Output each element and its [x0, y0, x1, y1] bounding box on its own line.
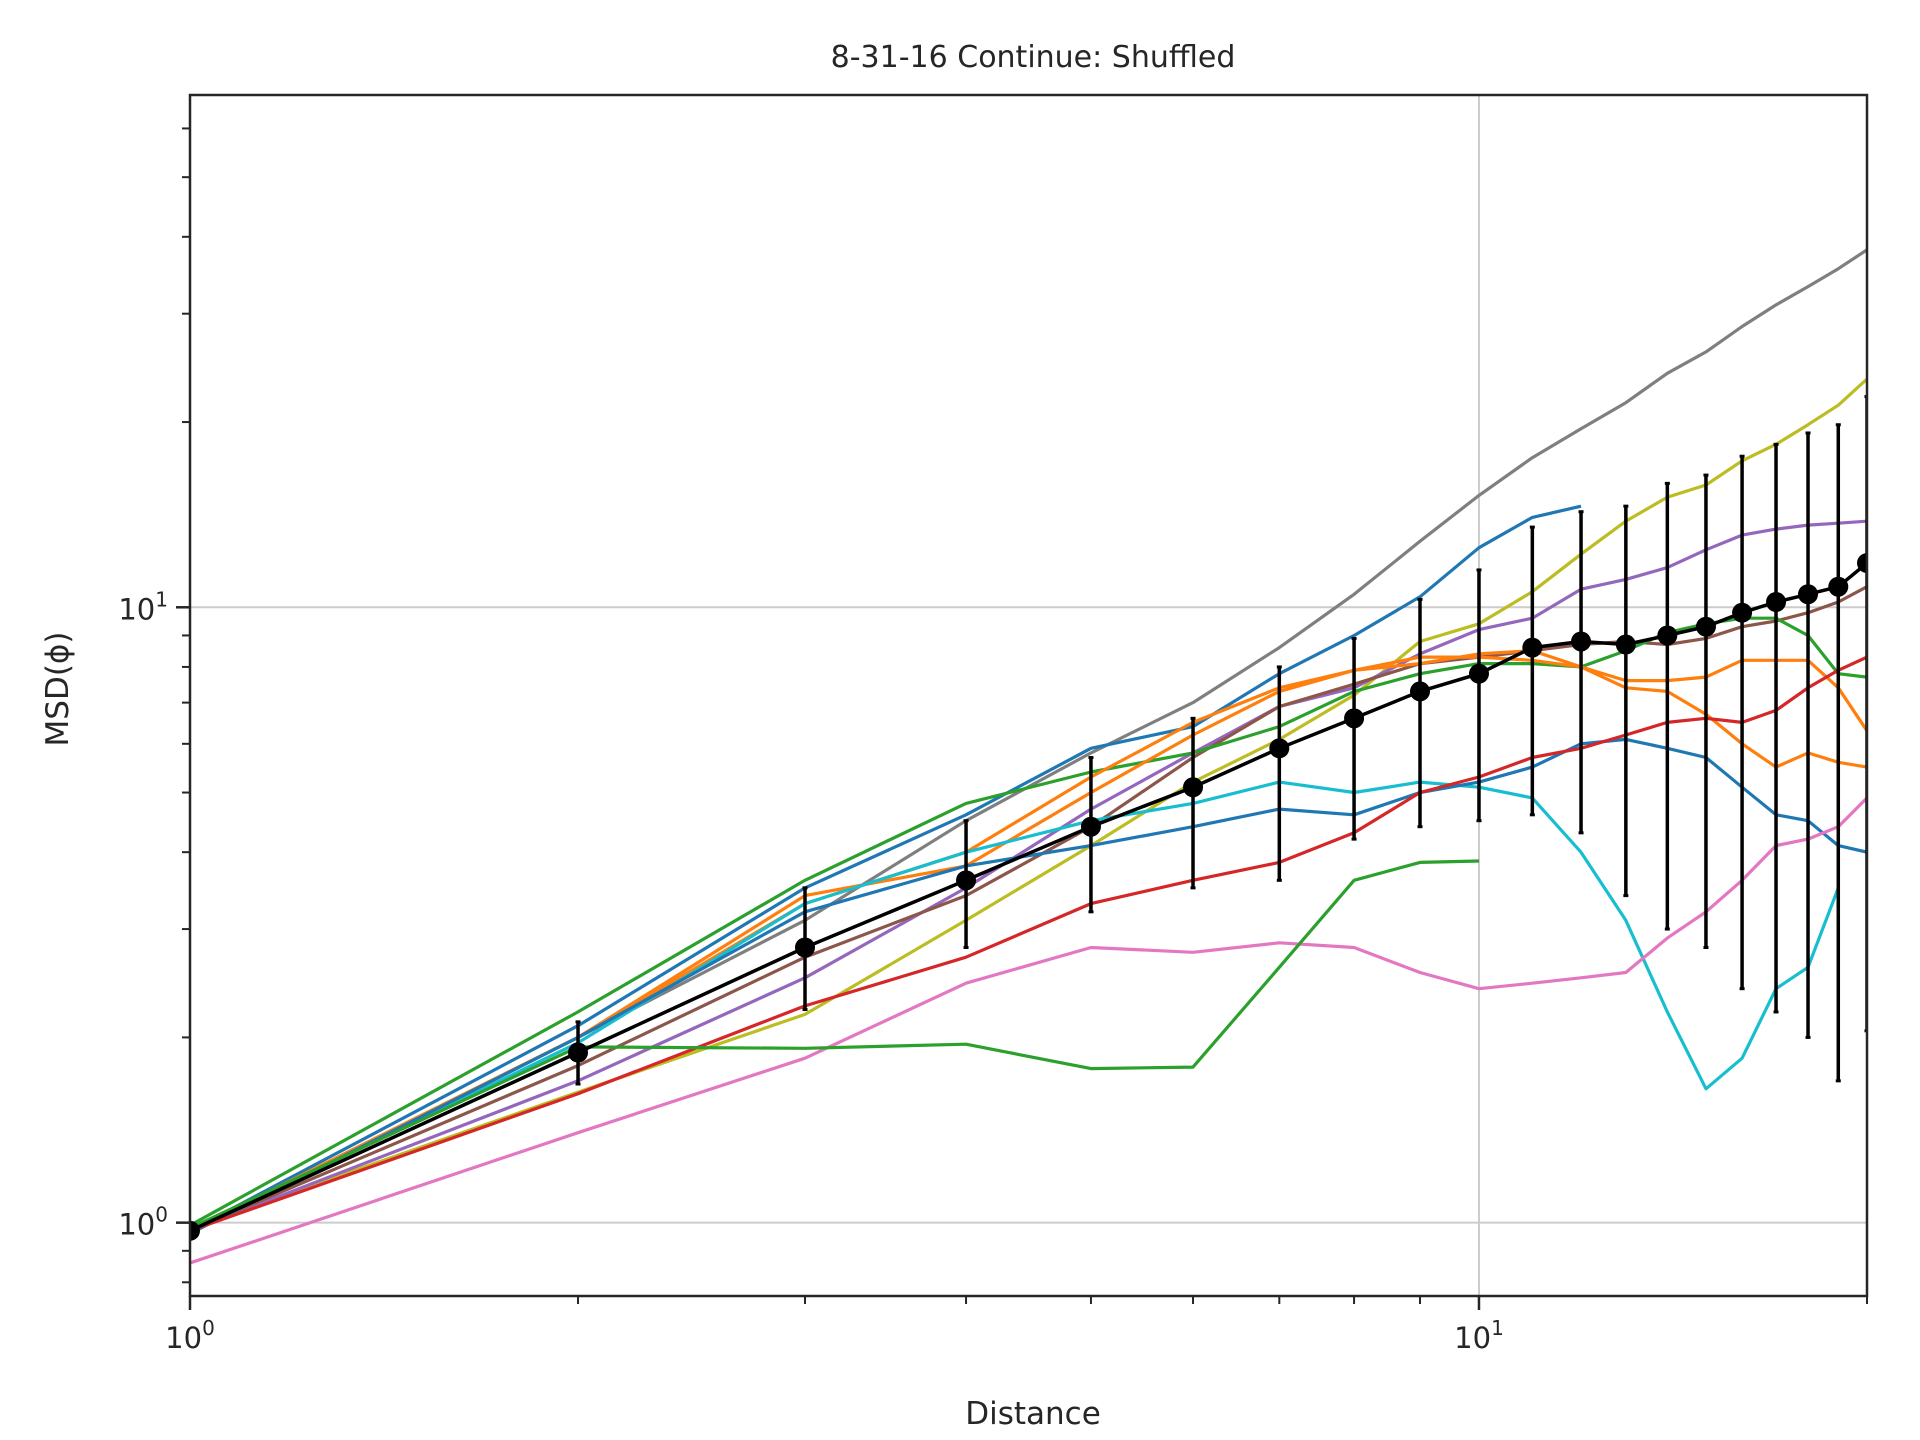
x-axis-title: Distance [965, 1396, 1101, 1432]
mean-point [190, 1220, 200, 1241]
mean-point [1571, 631, 1592, 652]
mean-point [956, 870, 977, 891]
mean-point [1080, 816, 1101, 837]
series-line-12 [190, 796, 1867, 1265]
mean-point [1183, 777, 1204, 798]
y-tick-label: 101 [118, 587, 168, 626]
y-tick-label: 100 [118, 1203, 168, 1242]
series-line-11 [190, 655, 1867, 1233]
mean-point [1828, 576, 1849, 597]
mean-point [794, 937, 815, 958]
mean-point [1468, 663, 1489, 684]
x-tick-label: 101 [1454, 1316, 1504, 1355]
series-line-13 [190, 859, 1480, 1230]
mean-point [1857, 553, 1867, 574]
chart-title: 8-31-16 Continue: Shuffled [831, 40, 1236, 75]
mean-point [568, 1042, 589, 1063]
mean-point [1409, 681, 1430, 702]
axes: 100 101 100 101 [118, 93, 1869, 1355]
mean-point [1522, 637, 1543, 658]
series-line-6 [190, 616, 1867, 1227]
x-tick-label: 100 [165, 1316, 215, 1355]
mean-point [1657, 625, 1678, 646]
mean-point [1732, 602, 1753, 623]
mean-point [1615, 634, 1636, 655]
series-line-10 [190, 737, 1867, 1236]
mean-point [1269, 738, 1290, 759]
mean-point [1766, 592, 1787, 613]
series-line-4 [190, 519, 1867, 1233]
series-line-7 [190, 655, 1867, 1233]
series-line-2 [190, 377, 1867, 1230]
mean-point [1695, 616, 1716, 637]
y-axis-title: MSD(ϕ) [40, 632, 76, 747]
series-line-3 [190, 504, 1582, 1233]
mean-point [1344, 708, 1365, 729]
plot-frame [188, 93, 1869, 1298]
mean-point [1798, 584, 1819, 605]
series-line-1 [190, 248, 1867, 1233]
plot-area [190, 248, 1867, 1265]
series-line-8 [190, 649, 1867, 1233]
